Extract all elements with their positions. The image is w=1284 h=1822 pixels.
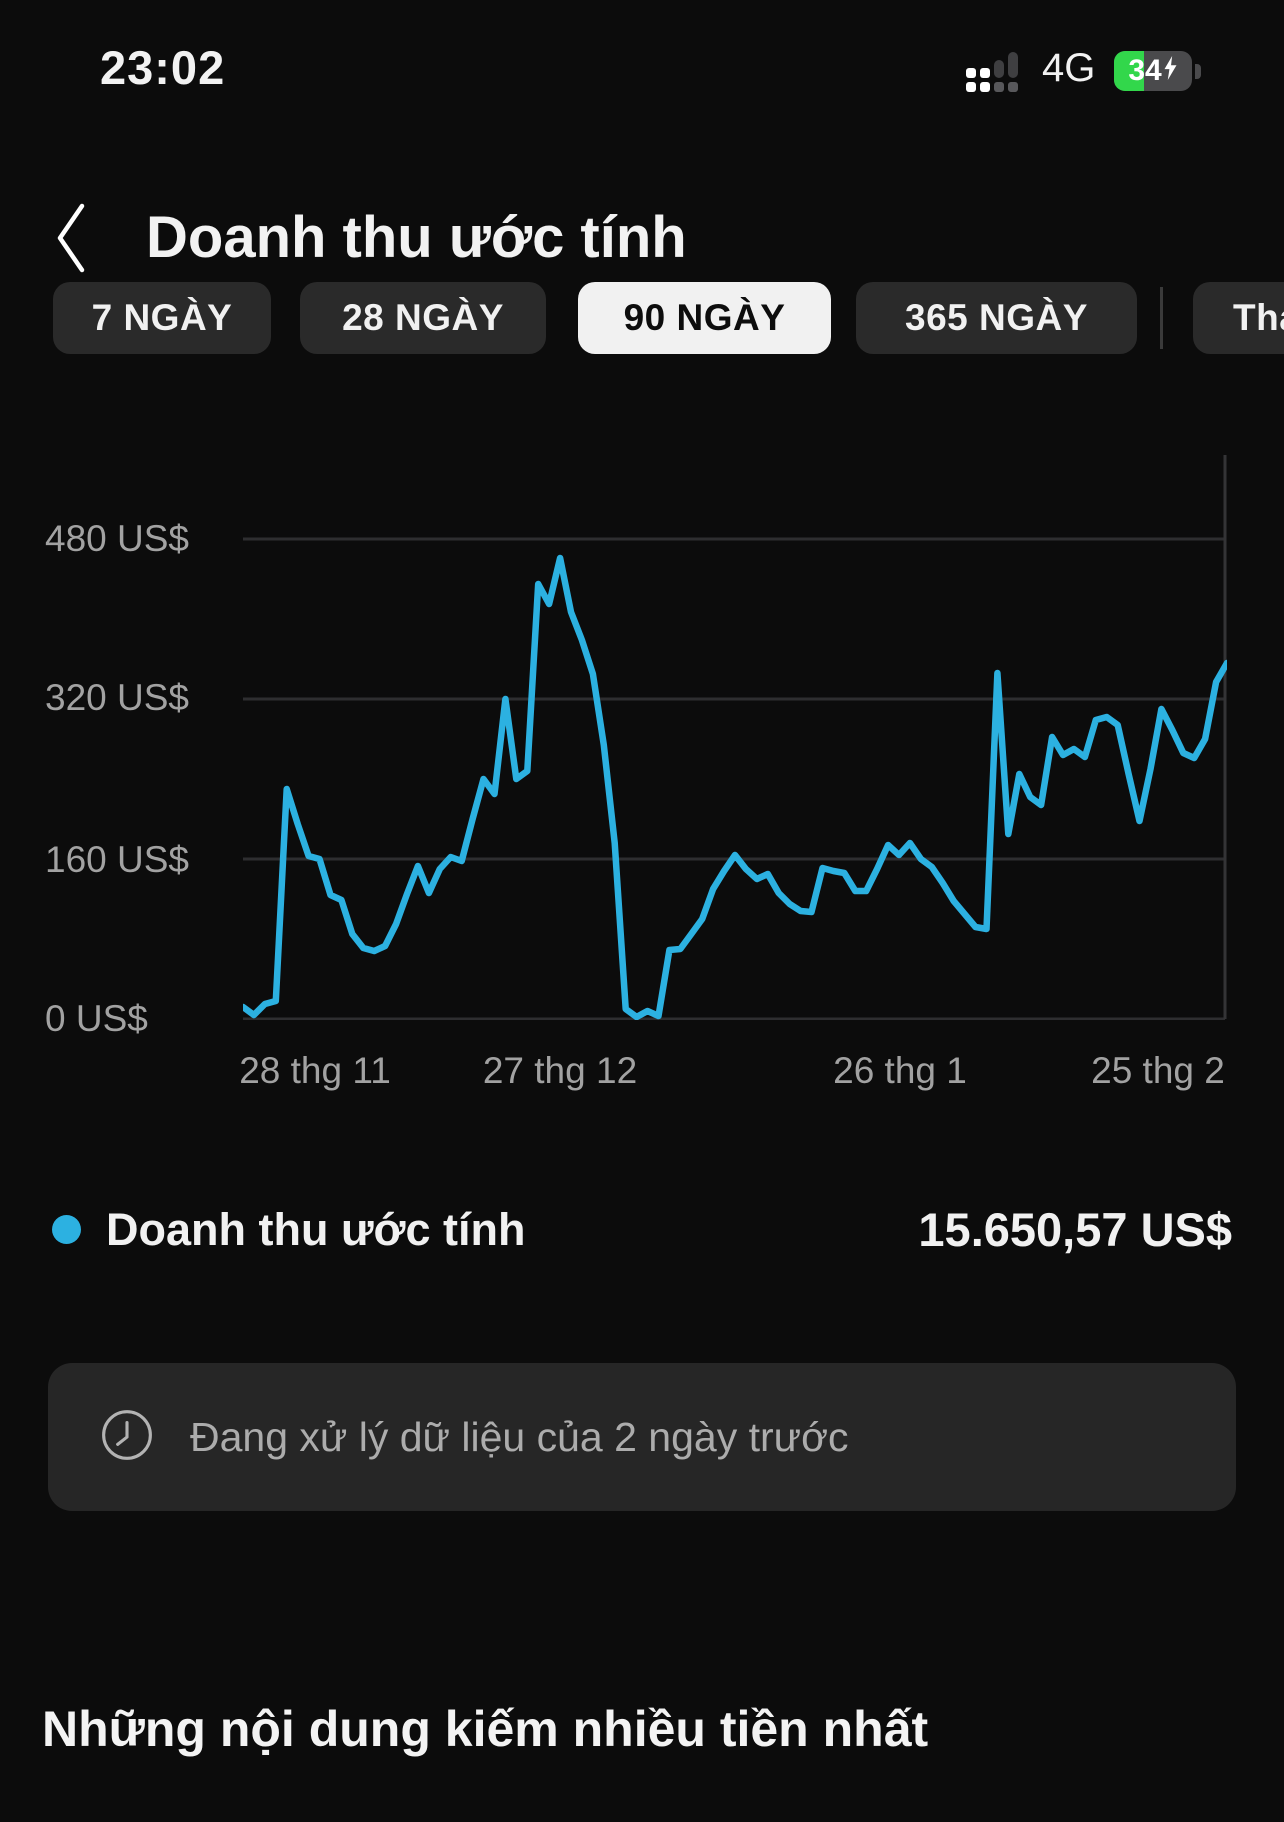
clock-icon bbox=[100, 1408, 154, 1467]
back-button[interactable] bbox=[50, 198, 94, 278]
tab-divider bbox=[1160, 287, 1163, 349]
tab-month-clipped[interactable]: Tha bbox=[1193, 282, 1284, 354]
top-earning-content-heading: Những nội dung kiếm nhiều tiền nhất bbox=[42, 1701, 929, 1757]
status-time: 23:02 bbox=[100, 41, 226, 94]
y-tick-480: 480 US$ bbox=[45, 518, 189, 559]
y-tick-320: 320 US$ bbox=[45, 677, 189, 718]
network-type-label: 4G bbox=[1042, 46, 1096, 90]
x-tick-25-thg-2: 25 thg 2 bbox=[1091, 1050, 1225, 1091]
tab-7-days[interactable]: 7 NGÀY bbox=[53, 282, 271, 354]
revenue-line-chart[interactable] bbox=[239, 455, 1231, 1021]
processing-notice: Đang xử lý dữ liệu của 2 ngày trước bbox=[48, 1363, 1236, 1511]
tab-28-days[interactable]: 28 NGÀY bbox=[300, 282, 546, 354]
charging-bolt-icon bbox=[1163, 54, 1178, 88]
x-tick-26-thg-1: 26 thg 1 bbox=[833, 1050, 967, 1091]
y-tick-0: 0 US$ bbox=[45, 998, 148, 1039]
series-total-value: 15.650,57 US$ bbox=[918, 1203, 1232, 1256]
tab-90-days[interactable]: 90 NGÀY bbox=[578, 282, 831, 354]
x-tick-27-thg-12: 27 thg 12 bbox=[482, 1050, 638, 1091]
tab-365-days[interactable]: 365 NGÀY bbox=[856, 282, 1137, 354]
y-tick-160: 160 US$ bbox=[45, 839, 189, 880]
x-tick-28-thg-11: 28 thg 11 bbox=[239, 1050, 391, 1091]
battery-percent: 34 bbox=[1128, 54, 1162, 87]
page-title: Doanh thu ước tính bbox=[146, 205, 687, 270]
battery-cap bbox=[1195, 64, 1201, 79]
signal-strength-icon bbox=[966, 48, 1020, 97]
series-label: Doanh thu ước tính bbox=[106, 1204, 526, 1255]
processing-notice-text: Đang xử lý dữ liệu của 2 ngày trước bbox=[190, 1413, 849, 1460]
series-color-dot bbox=[52, 1215, 81, 1244]
battery-indicator: 34 bbox=[1114, 51, 1192, 91]
battery-fill bbox=[1114, 51, 1144, 91]
